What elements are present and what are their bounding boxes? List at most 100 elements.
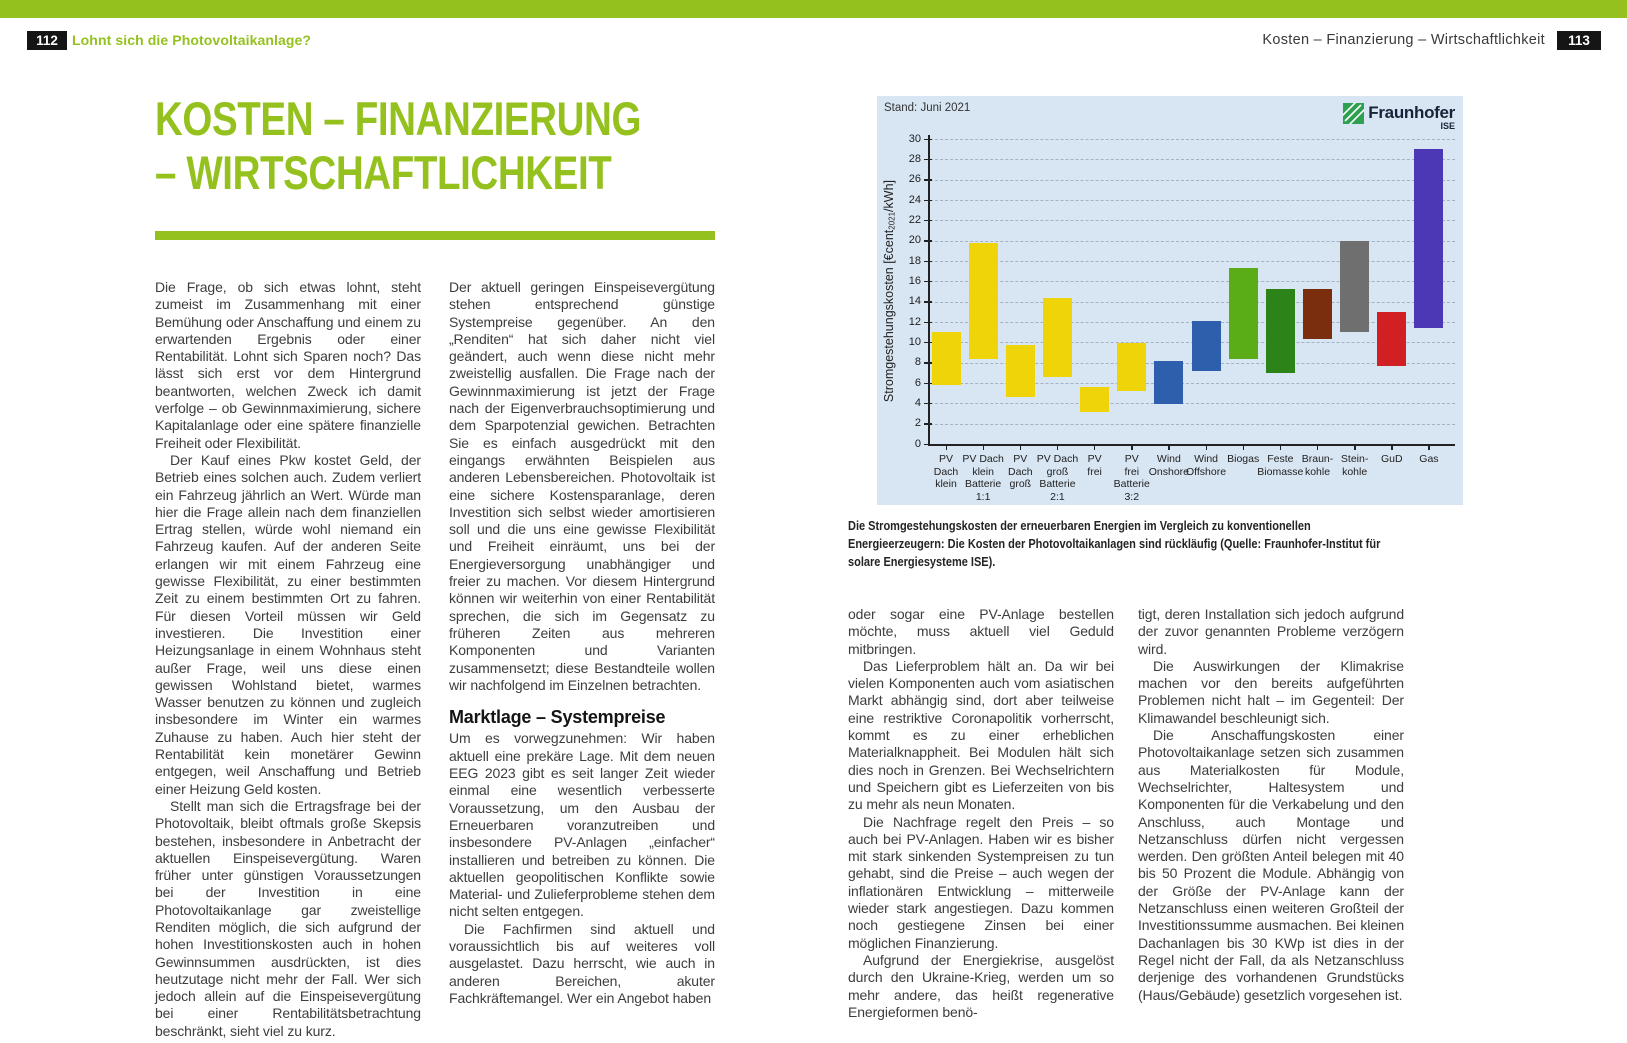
chart-panel: Stand: Juni 2021 Fraunhofer ISE Stromges…: [877, 96, 1463, 505]
x-tick-mark: [1391, 445, 1393, 450]
y-tick-label: 14: [908, 295, 921, 308]
x-tick-mark: [1317, 445, 1319, 450]
paragraph: Der aktuell geringen Einspeisevergütung …: [449, 279, 715, 693]
x-tick-label: PV Dach klein Batterie 1:1: [962, 453, 1004, 503]
top-accent-bar: [0, 0, 1627, 18]
bar-pv-frei-batterie-3:2: [1117, 343, 1147, 392]
x-axis-line: [928, 444, 1455, 446]
x-tick-label: Stein- kohle: [1340, 453, 1369, 478]
bar-feste-biomasse: [1265, 289, 1295, 373]
paragraph: Das Lieferproblem hält an. Da wir bei vi…: [848, 657, 1114, 813]
bar-pv-dach-groß: [1005, 345, 1035, 398]
paragraph: Aufgrund der Energiekrise, ausgelöst dur…: [848, 951, 1114, 1020]
bar-wind-onshore: [1154, 360, 1184, 405]
paragraph: Die Auswirkungen der Klimakrise machen v…: [1138, 657, 1404, 726]
y-tick-label: 4: [914, 396, 921, 409]
gridline: [930, 281, 1455, 283]
paragraph: oder sogar eine PV-Anlage bestellen möch…: [848, 606, 1114, 657]
running-head-right: Kosten – Finanzierung – Wirtschaftlichke…: [1262, 32, 1545, 48]
gridline: [930, 220, 1455, 222]
bar-braun--kohle: [1303, 289, 1332, 340]
x-tick-mark: [1019, 445, 1022, 450]
x-tick-label: GuD: [1381, 453, 1403, 465]
y-tick-label: 6: [914, 376, 921, 389]
x-tick-label: PV frei Batterie 3:2: [1113, 453, 1150, 503]
x-tick-mark: [1428, 445, 1430, 450]
x-tick-mark: [1168, 445, 1170, 450]
gridline: [930, 179, 1455, 181]
fraunhofer-logo: Fraunhofer ISE: [1343, 103, 1455, 131]
x-tick-label: Wind Offshore: [1186, 453, 1227, 478]
page-number-right: 113: [1557, 31, 1601, 50]
gridline: [930, 139, 1455, 140]
paragraph: Um es vorwegzunehmen: Wir haben aktuell …: [449, 730, 715, 920]
y-tick-label: 28: [908, 152, 921, 165]
fraunhofer-logo-mark-icon: [1343, 103, 1365, 124]
fraunhofer-logo-textcol: Fraunhofer ISE: [1368, 103, 1455, 131]
title-rule: [155, 231, 715, 240]
chart-date-label: Stand: Juni 2021: [884, 102, 971, 114]
y-tick-label: 18: [908, 254, 921, 267]
bar-gas: [1414, 149, 1444, 329]
x-tick-mark: [1056, 445, 1059, 450]
body-column-4: tigt, deren Installation sich jedoch auf…: [1138, 606, 1404, 1004]
gridline: [930, 159, 1455, 161]
bar-pv-dach-klein-batterie-1:1: [968, 242, 998, 359]
x-tick-label: PV Dach groß Batterie 2:1: [1036, 453, 1079, 503]
x-tick-label: Biogas: [1227, 453, 1260, 465]
y-tick-label: 16: [908, 274, 921, 287]
x-tick-label: Gas: [1419, 453, 1439, 465]
y-tick-label: 10: [908, 335, 921, 348]
running-head-left: Lohnt sich die Photovoltaikanlage?: [72, 32, 312, 48]
gridline: [930, 200, 1455, 201]
fraunhofer-logo-text: Fraunhofer: [1368, 103, 1455, 122]
y-tick-label: 20: [908, 234, 921, 247]
bar-wind-offshore: [1191, 320, 1221, 371]
paragraph: Die Nachfrage regelt den Preis – so auch…: [848, 813, 1114, 951]
body-column-1: Die Frage, ob sich etwas lohnt, steht zu…: [155, 279, 421, 1040]
x-tick-mark: [1354, 445, 1356, 450]
x-tick-label: Wind Onshore: [1148, 453, 1190, 478]
body-column-3: oder sogar eine PV-Anlage bestellen möch…: [848, 606, 1114, 1021]
fraunhofer-logo-sub: ISE: [1440, 121, 1455, 131]
gridline: [930, 301, 1455, 303]
figure-caption: Die Stromgestehungskosten der erneuerbar…: [848, 519, 1381, 569]
x-tick-mark: [1242, 445, 1245, 450]
bar-biogas: [1228, 268, 1258, 359]
y-tick-label: 24: [908, 193, 921, 206]
page-number-left: 112: [27, 31, 67, 50]
gridline: [930, 403, 1455, 405]
paragraph: Die Frage, ob sich etwas lohnt, steht zu…: [155, 279, 421, 451]
x-tick-mark: [1279, 445, 1282, 450]
x-tick-mark: [1205, 445, 1207, 450]
paragraph: Die Anschaffungskosten einer Photovoltai…: [1138, 727, 1404, 1003]
y-tick-label: 12: [908, 315, 921, 328]
y-tick-label: 30: [908, 132, 921, 145]
bar-pv-dach-groß-batterie-2:1: [1042, 297, 1072, 377]
x-tick-mark: [1131, 445, 1133, 450]
y-axis-line: [928, 135, 930, 445]
bar-stein--kohle: [1340, 240, 1370, 333]
x-tick-mark: [1094, 445, 1096, 450]
gridline: [930, 261, 1455, 262]
x-tick-mark: [982, 445, 985, 450]
gridline: [930, 240, 1455, 242]
paragraph: Stellt man sich die Ertragsfrage bei der…: [155, 797, 421, 1039]
x-tick-mark: [945, 445, 947, 450]
paragraph: Die Fachfirmen sind aktuell und voraussi…: [449, 920, 715, 1006]
chapter-title-line-2: – WIRTSCHAFTLICHKEIT: [155, 146, 612, 199]
y-tick-label: 2: [914, 417, 921, 430]
bar-pv-frei: [1080, 387, 1110, 413]
x-tick-label: Braun- kohle: [1301, 453, 1334, 478]
bar-pv-dach-klein: [931, 332, 961, 386]
y-tick-label: 0: [914, 437, 921, 450]
gridline: [930, 383, 1455, 384]
bar-gud: [1377, 311, 1407, 366]
y-tick-label: 26: [908, 173, 921, 186]
section-heading: Marktlage – Systempreise: [449, 707, 666, 728]
x-tick-label: PV frei: [1087, 453, 1102, 478]
chapter-title-line-1: KOSTEN – FINANZIERUNG: [155, 92, 642, 145]
y-tick-label: 22: [908, 213, 921, 226]
paragraph: Der Kauf eines Pkw kostet Geld, der Betr…: [155, 451, 421, 797]
